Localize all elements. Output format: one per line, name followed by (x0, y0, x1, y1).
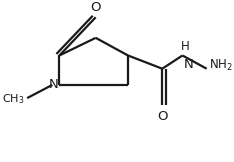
Text: N: N (48, 78, 58, 91)
Text: O: O (91, 1, 101, 14)
Text: NH$_2$: NH$_2$ (209, 58, 233, 73)
Text: O: O (157, 110, 168, 123)
Text: CH$_3$: CH$_3$ (2, 92, 24, 106)
Text: N: N (183, 58, 193, 71)
Text: H: H (181, 40, 190, 52)
